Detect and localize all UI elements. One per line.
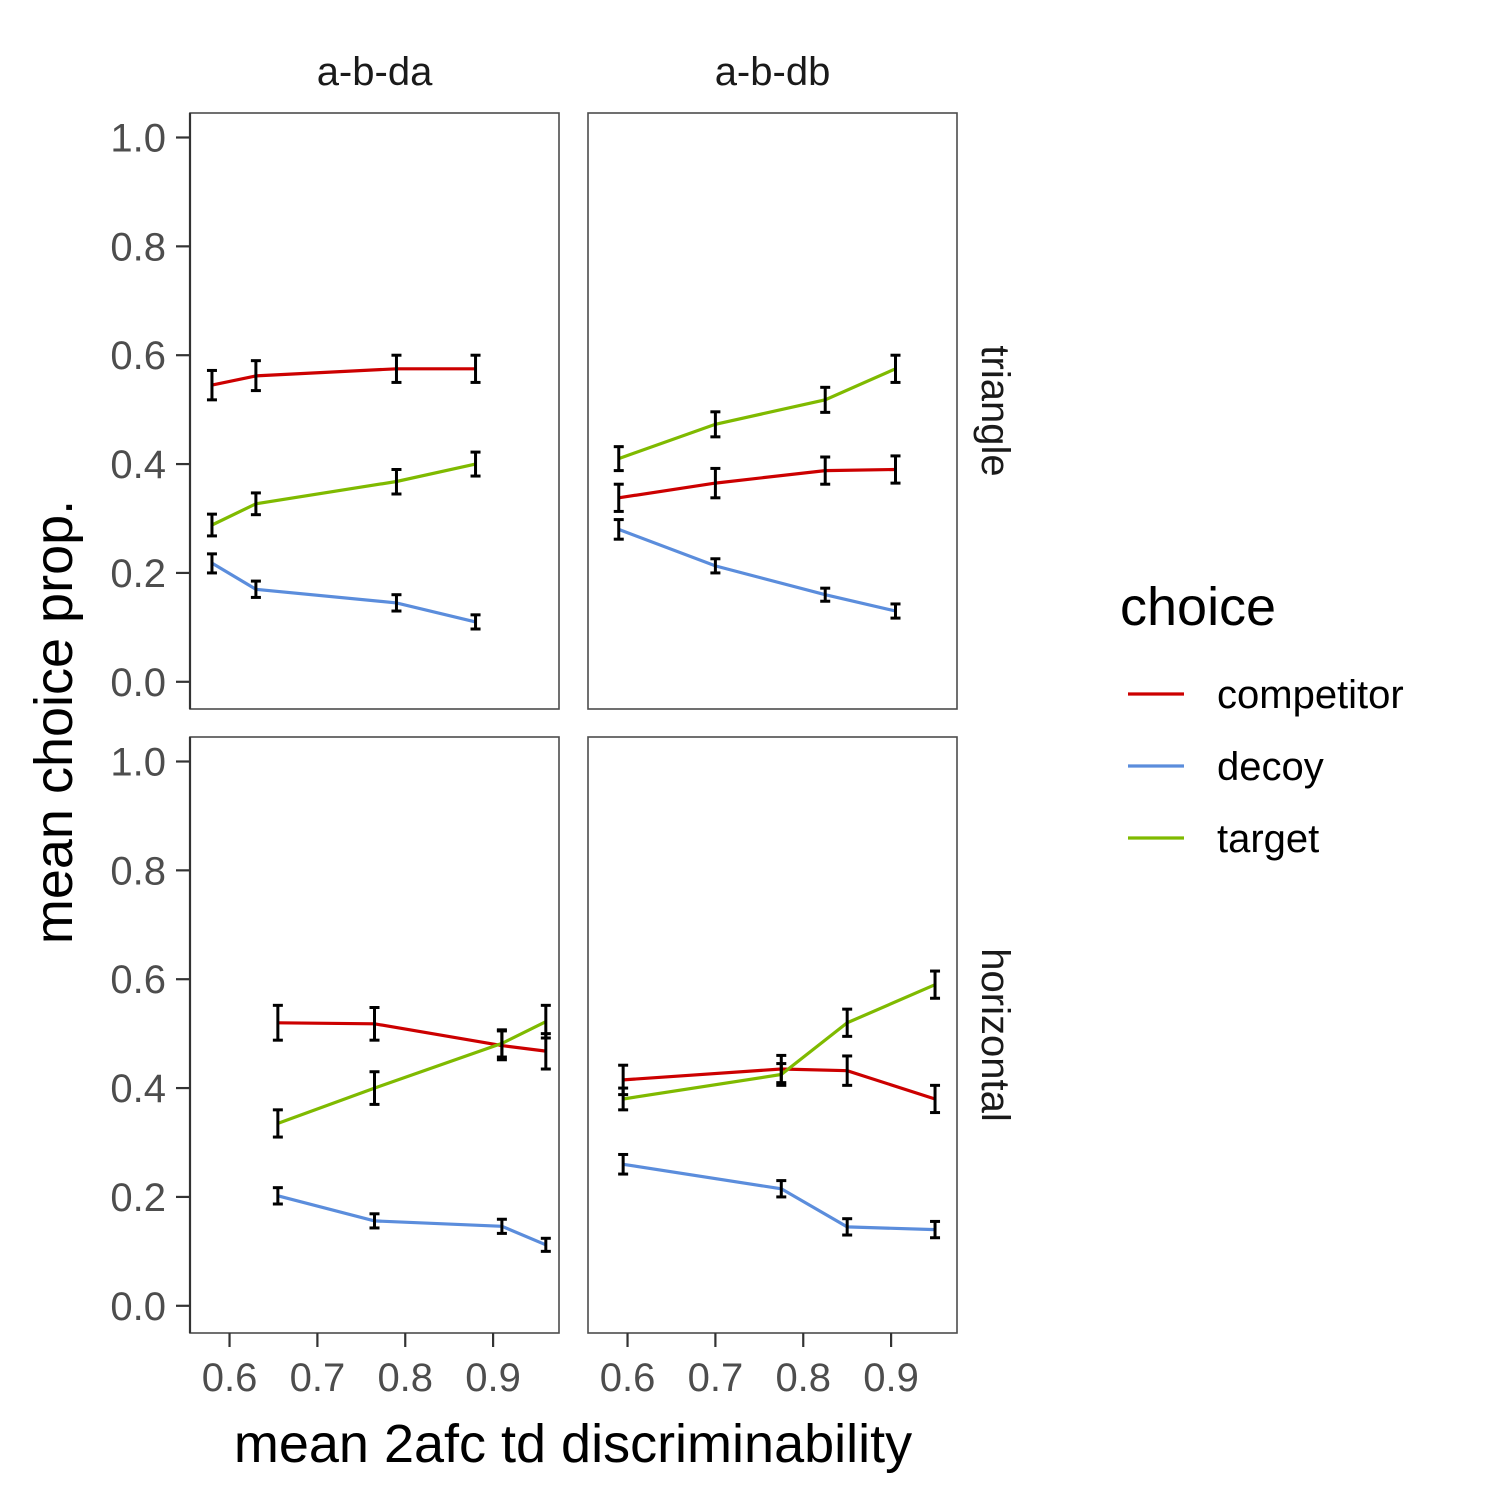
error-bar-target [842,1007,853,1038]
error-bar-competitor [272,1003,283,1042]
error-bar-decoy [710,557,721,575]
error-bar-target [710,410,721,439]
series-line-competitor [622,1067,936,1101]
error-bar-competitor [250,359,261,393]
y-tick-label: 0.0 [110,661,166,705]
panel-a-b-db-triangle [587,112,958,710]
error-bar-target [470,450,481,478]
series-line-decoy [622,1162,936,1232]
error-bar-decoy [842,1217,853,1237]
y-axis-title: mean choice prop. [24,500,84,944]
error-bar-competitor [470,353,481,384]
series-line-target [618,367,897,461]
error-bar-target [369,1070,380,1106]
error-bar-decoy [470,613,481,631]
error-bar-competitor [710,466,721,500]
error-bar-decoy [820,586,831,603]
series-line-competitor [277,1021,546,1053]
error-bar-decoy [776,1179,787,1199]
series-line-decoy [277,1194,547,1247]
legend-label: decoy [1217,745,1324,789]
panel-frame [189,112,560,710]
error-bar-target [618,1086,629,1112]
x-tick-label: 0.8 [775,1356,831,1400]
panel-a-b-db-horizontal [587,736,958,1334]
y-tick-label: 0.8 [110,225,166,269]
error-bar-decoy [930,1219,941,1240]
y-tick-label: 0.2 [110,552,166,596]
error-bar-decoy [540,1236,551,1253]
x-tick-label: 0.6 [600,1356,656,1400]
y-tick-label: 0.4 [110,1067,166,1111]
y-tick-label: 1.0 [110,116,166,160]
error-bar-decoy [496,1217,507,1235]
y-tick-label: 0.0 [110,1285,166,1329]
error-bar-target [206,512,217,538]
x-tick-label: 0.9 [465,1356,521,1400]
error-bar-target [613,445,624,473]
error-bar-target [250,491,261,517]
error-bar-decoy [250,579,261,599]
error-bar-decoy [272,1186,283,1206]
series-line-competitor [211,367,476,387]
legend: choice competitor decoy target [1120,577,1404,861]
error-bar-competitor [391,353,402,384]
x-tick-label: 0.8 [377,1356,433,1400]
legend-entry-decoy: decoy [1128,745,1324,789]
error-bar-competitor [930,1083,941,1115]
row-strip-label-1: horizontal [973,948,1017,1121]
legend-title: choice [1120,577,1276,637]
x-tick-label: 0.6 [202,1356,258,1400]
y-tick-label: 0.6 [110,958,166,1002]
error-bar-target [272,1108,283,1139]
legend-label: target [1217,817,1319,861]
col-strip-label-0: a-b-da [317,50,433,94]
error-bar-competitor [369,1006,380,1042]
series-line-decoy [618,527,896,613]
series-line-decoy [211,561,476,624]
x-axis-title: mean 2afc td discriminability [234,1414,912,1474]
error-bar-decoy [206,552,217,575]
error-bar-competitor [206,368,217,402]
x-tick-label: 0.7 [290,1356,346,1400]
panel-a-b-da-triangle [189,112,560,710]
error-bar-target [930,969,941,1000]
error-bar-competitor [842,1054,853,1087]
legend-entry-target: target [1128,817,1319,861]
row-strip-label-0: triangle [973,345,1017,476]
x-tick-label: 0.7 [688,1356,744,1400]
series-line-target [277,1020,547,1125]
col-strip-label-1: a-b-db [715,50,831,94]
legend-entry-competitor: competitor [1128,673,1404,717]
error-bar-competitor [890,454,901,485]
series-line-target [211,462,476,527]
error-bar-decoy [613,518,624,541]
error-bar-competitor [820,455,831,486]
y-tick-label: 0.6 [110,334,166,378]
series-line-competitor [618,467,896,500]
error-bar-target [776,1062,787,1087]
error-bar-target [391,468,402,496]
series-line-target [622,983,936,1101]
y-tick-label: 0.4 [110,443,166,487]
y-tick-label: 0.8 [110,849,166,893]
error-bar-competitor [613,482,624,513]
legend-label: competitor [1217,673,1404,717]
error-bar-decoy [391,593,402,613]
error-bar-target [496,1028,507,1059]
panel-a-b-da-horizontal [189,736,560,1334]
x-tick-label: 0.9 [863,1356,919,1400]
error-bar-target [540,1003,551,1040]
y-tick-label: 1.0 [110,740,166,784]
y-tick-label: 0.2 [110,1176,166,1220]
error-bar-target [820,385,831,414]
panel-frame [587,112,958,710]
error-bar-decoy [618,1152,629,1176]
panel-frame [587,736,958,1334]
error-bar-target [890,353,901,384]
error-bar-decoy [890,602,901,620]
error-bar-decoy [369,1212,380,1230]
